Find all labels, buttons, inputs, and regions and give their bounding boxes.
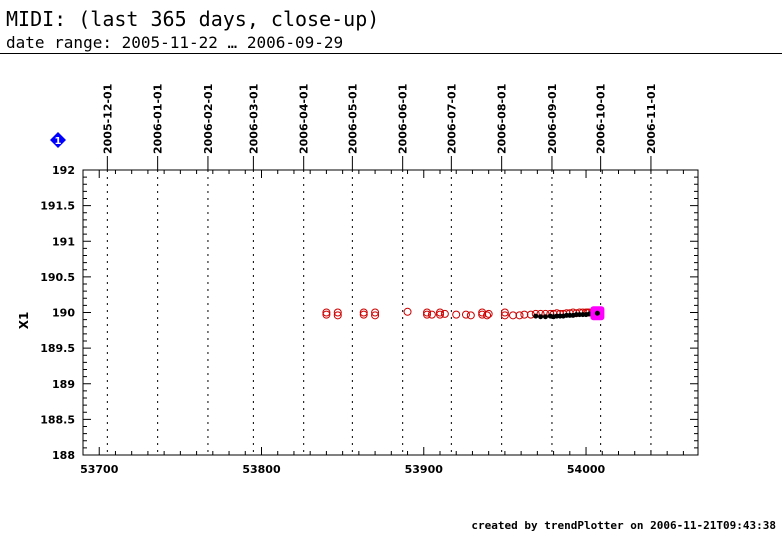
data-point-open	[509, 311, 518, 320]
date-marker-label: 2005-12-01	[101, 84, 114, 154]
y-tick-label: 192	[52, 164, 75, 177]
date-marker-label: 2006-05-01	[346, 84, 359, 154]
x-tick-label: 53900	[405, 463, 444, 476]
date-marker-lines	[106, 156, 652, 455]
x-tick-label: 53800	[242, 463, 281, 476]
data-point-open	[484, 309, 493, 318]
date-marker-label: 2006-04-01	[298, 84, 311, 154]
data-point-open	[466, 311, 475, 320]
x-axis-ticks: 53700 53800 53900 54000	[80, 170, 684, 476]
data-point-open	[333, 308, 342, 317]
date-marker-label: 2006-08-01	[496, 84, 509, 154]
plot-border	[82, 169, 699, 456]
y-axis-label: X1	[17, 312, 31, 330]
date-marker-label: 2006-09-01	[546, 84, 559, 154]
y-tick-label: 188	[52, 449, 75, 462]
data-point-open	[452, 310, 461, 319]
data-point-open	[435, 308, 444, 317]
data-point-open	[427, 310, 436, 319]
date-marker-label: 2006-02-01	[202, 84, 215, 154]
diamond-shape	[50, 132, 66, 148]
data-point-open	[440, 309, 449, 318]
x-tick-label: 53700	[80, 463, 119, 476]
date-marker-label: 2006-06-01	[397, 84, 410, 154]
data-point-filled	[542, 314, 548, 320]
latest-point-center	[594, 310, 600, 316]
y-axis-ticks: 188 188.5 189 189.5 190 190.5 191 191.5 192	[40, 164, 698, 462]
y-tick-label: 189	[52, 378, 75, 391]
date-marker-label: 2006-01-01	[152, 84, 165, 154]
date-marker-label: 2006-11-01	[645, 84, 658, 154]
diamond-label: 1	[55, 136, 62, 147]
y-tick-label: 190.5	[40, 271, 75, 284]
data-points	[322, 306, 605, 321]
plot-frame	[82, 169, 699, 456]
y-tick-label: 190	[52, 307, 75, 320]
data-point-open	[461, 310, 470, 319]
y-tick-label: 188.5	[40, 413, 75, 426]
data-point-open	[359, 310, 368, 319]
data-point-open	[483, 311, 492, 320]
data-point-open	[403, 307, 412, 316]
data-point-open	[322, 310, 331, 319]
date-marker-label: 2006-07-01	[445, 84, 458, 154]
data-point-open	[322, 308, 331, 317]
data-point-open	[500, 308, 509, 317]
data-point-open	[359, 308, 368, 317]
date-marker-labels: 2005-12-01 2006-01-01 2006-02-01 2006-03-01…	[101, 84, 658, 154]
data-point-open	[371, 308, 380, 317]
data-point-open	[423, 310, 432, 319]
data-point-open	[515, 311, 524, 320]
y-tick-label: 191	[52, 235, 75, 248]
y-tick-label: 189.5	[40, 342, 75, 355]
date-marker-label: 2006-03-01	[247, 84, 260, 154]
date-range-subtitle: date range: 2005-11-22 … 2006-09-29	[6, 33, 344, 52]
data-point-open	[423, 308, 432, 317]
data-point-filled	[533, 313, 539, 319]
footer-credit: created by trendPlotter on 2006-11-21T09…	[471, 519, 776, 532]
data-point-open	[333, 311, 342, 320]
header-divider	[0, 53, 782, 54]
x-tick-label: 54000	[567, 463, 606, 476]
data-point-open	[520, 310, 529, 319]
y-tick-label: 191.5	[40, 200, 75, 213]
data-point-open	[500, 311, 509, 320]
date-marker-label: 2006-10-01	[595, 84, 608, 154]
data-point-open	[371, 311, 380, 320]
blue-diamond-icon: 1	[50, 132, 66, 148]
page-title: MIDI: (last 365 days, close-up)	[6, 7, 380, 31]
data-point-filled	[538, 314, 544, 320]
data-point-open	[435, 310, 444, 319]
